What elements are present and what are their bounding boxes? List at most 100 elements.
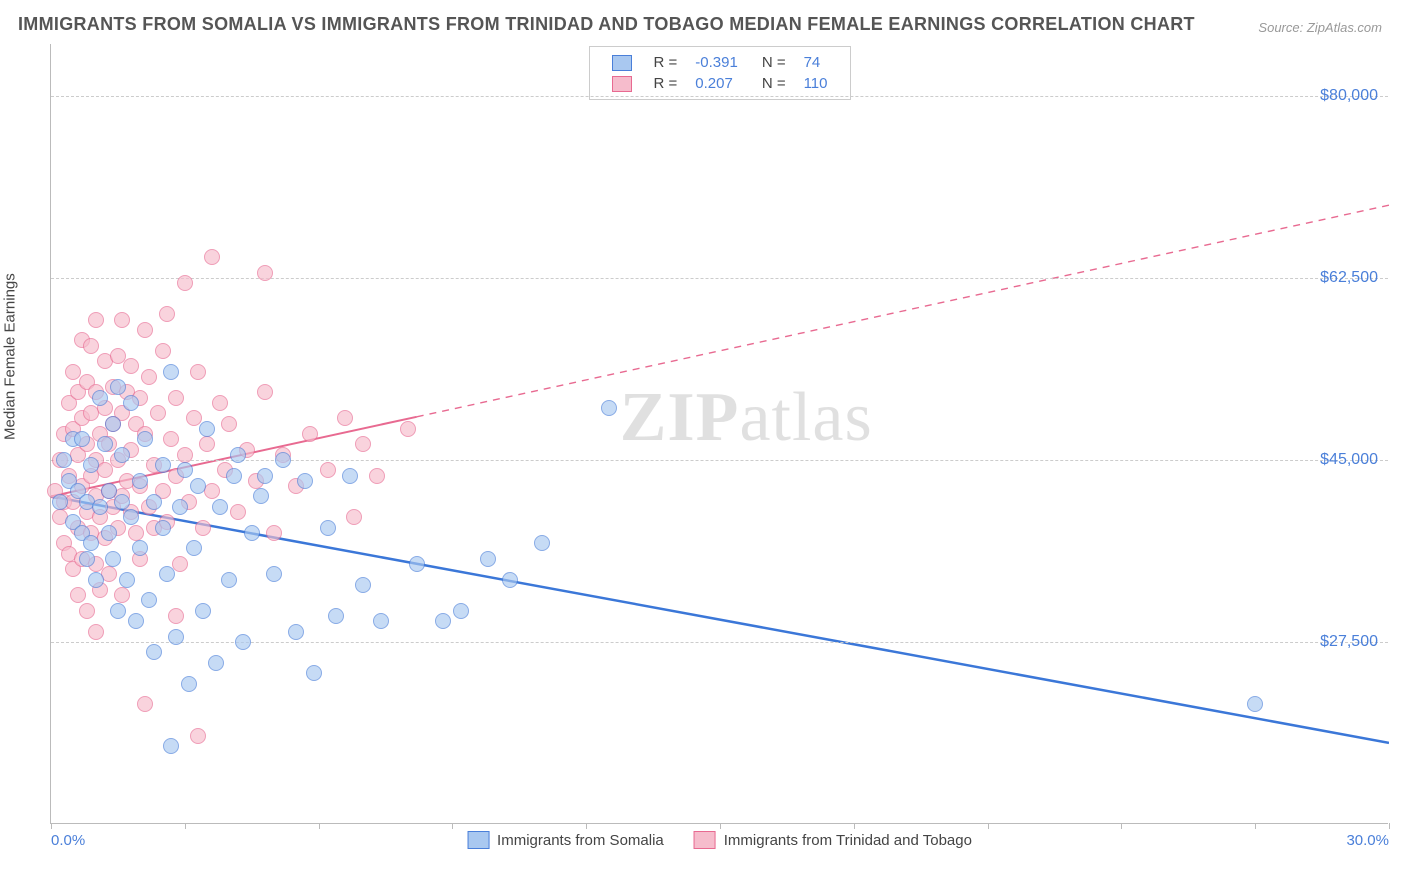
r-label: R = bbox=[646, 53, 686, 72]
data-point-trinidad bbox=[155, 343, 171, 359]
data-point-somalia bbox=[320, 520, 336, 536]
x-tick bbox=[586, 823, 587, 829]
data-point-somalia bbox=[253, 488, 269, 504]
data-point-somalia bbox=[101, 525, 117, 541]
data-point-trinidad bbox=[168, 390, 184, 406]
data-point-somalia bbox=[453, 603, 469, 619]
data-point-trinidad bbox=[221, 416, 237, 432]
legend-series: Immigrants from Somalia Immigrants from … bbox=[467, 831, 972, 849]
data-point-trinidad bbox=[302, 426, 318, 442]
trendline-trinidad-dashed bbox=[417, 205, 1389, 417]
data-point-somalia bbox=[230, 447, 246, 463]
x-tick-label: 30.0% bbox=[1346, 832, 1389, 849]
x-tick bbox=[1121, 823, 1122, 829]
data-point-somalia bbox=[208, 655, 224, 671]
data-point-somalia bbox=[342, 468, 358, 484]
chart-title: IMMIGRANTS FROM SOMALIA VS IMMIGRANTS FR… bbox=[18, 14, 1195, 35]
data-point-somalia bbox=[257, 468, 273, 484]
y-tick-label: $27,500 bbox=[1320, 633, 1378, 651]
gridline-h bbox=[51, 460, 1388, 461]
data-point-somalia bbox=[328, 608, 344, 624]
r-value-somalia: -0.391 bbox=[687, 53, 746, 72]
y-axis-title: Median Female Earnings bbox=[2, 273, 19, 440]
data-point-trinidad bbox=[70, 587, 86, 603]
data-point-somalia bbox=[168, 629, 184, 645]
data-point-trinidad bbox=[204, 249, 220, 265]
data-point-somalia bbox=[1247, 696, 1263, 712]
data-point-trinidad bbox=[141, 369, 157, 385]
data-point-somalia bbox=[288, 624, 304, 640]
data-point-trinidad bbox=[230, 504, 246, 520]
x-tick-label: 0.0% bbox=[51, 832, 85, 849]
data-point-trinidad bbox=[369, 468, 385, 484]
y-tick-label: $80,000 bbox=[1320, 87, 1378, 105]
watermark-text: ZIPatlas bbox=[620, 378, 873, 458]
data-point-trinidad bbox=[190, 364, 206, 380]
data-point-somalia bbox=[181, 676, 197, 692]
data-point-trinidad bbox=[128, 525, 144, 541]
data-point-somalia bbox=[56, 452, 72, 468]
legend-row-trinidad: R = 0.207 N = 110 bbox=[604, 74, 836, 93]
data-point-trinidad bbox=[114, 587, 130, 603]
y-tick-label: $45,000 bbox=[1320, 451, 1378, 469]
data-point-somalia bbox=[226, 468, 242, 484]
data-point-trinidad bbox=[212, 395, 228, 411]
data-point-trinidad bbox=[177, 447, 193, 463]
legend-correlation-box: R = -0.391 N = 74 R = 0.207 N = 110 bbox=[589, 46, 851, 100]
data-point-somalia bbox=[221, 572, 237, 588]
data-point-somalia bbox=[177, 462, 193, 478]
gridline-h bbox=[51, 642, 1388, 643]
data-point-trinidad bbox=[355, 436, 371, 452]
data-point-trinidad bbox=[137, 696, 153, 712]
data-point-somalia bbox=[435, 613, 451, 629]
legend-label-trinidad: Immigrants from Trinidad and Tobago bbox=[724, 832, 972, 849]
data-point-somalia bbox=[601, 400, 617, 416]
data-point-trinidad bbox=[190, 728, 206, 744]
data-point-somalia bbox=[355, 577, 371, 593]
x-tick bbox=[1389, 823, 1390, 829]
data-point-trinidad bbox=[123, 358, 139, 374]
data-point-trinidad bbox=[88, 624, 104, 640]
swatch-trinidad bbox=[694, 831, 716, 849]
x-tick bbox=[1255, 823, 1256, 829]
data-point-somalia bbox=[155, 457, 171, 473]
data-point-trinidad bbox=[177, 275, 193, 291]
x-tick bbox=[988, 823, 989, 829]
data-point-somalia bbox=[155, 520, 171, 536]
data-point-trinidad bbox=[79, 603, 95, 619]
source-label: Source: bbox=[1258, 20, 1303, 35]
data-point-somalia bbox=[132, 540, 148, 556]
plot-area: ZIPatlas R = -0.391 N = 74 R = 0.207 N =… bbox=[50, 44, 1388, 824]
data-point-trinidad bbox=[88, 312, 104, 328]
data-point-trinidad bbox=[257, 265, 273, 281]
source-attribution: Source: ZipAtlas.com bbox=[1258, 20, 1382, 35]
data-point-trinidad bbox=[257, 384, 273, 400]
data-point-somalia bbox=[306, 665, 322, 681]
data-point-somalia bbox=[123, 395, 139, 411]
data-point-trinidad bbox=[163, 431, 179, 447]
legend-item-trinidad: Immigrants from Trinidad and Tobago bbox=[694, 831, 972, 849]
x-tick bbox=[51, 823, 52, 829]
data-point-somalia bbox=[123, 509, 139, 525]
data-point-somalia bbox=[373, 613, 389, 629]
data-point-somalia bbox=[83, 535, 99, 551]
data-point-trinidad bbox=[266, 525, 282, 541]
x-tick bbox=[452, 823, 453, 829]
data-point-trinidad bbox=[83, 338, 99, 354]
data-point-somalia bbox=[114, 447, 130, 463]
data-point-somalia bbox=[114, 494, 130, 510]
data-point-somalia bbox=[137, 431, 153, 447]
data-point-somalia bbox=[110, 379, 126, 395]
data-point-somalia bbox=[163, 364, 179, 380]
data-point-somalia bbox=[534, 535, 550, 551]
data-point-somalia bbox=[132, 473, 148, 489]
data-point-somalia bbox=[146, 644, 162, 660]
data-point-somalia bbox=[141, 592, 157, 608]
data-point-somalia bbox=[97, 436, 113, 452]
data-point-somalia bbox=[186, 540, 202, 556]
data-point-somalia bbox=[159, 566, 175, 582]
data-point-trinidad bbox=[168, 608, 184, 624]
data-point-somalia bbox=[163, 738, 179, 754]
n-value-trinidad: 110 bbox=[796, 74, 836, 93]
data-point-trinidad bbox=[172, 556, 188, 572]
